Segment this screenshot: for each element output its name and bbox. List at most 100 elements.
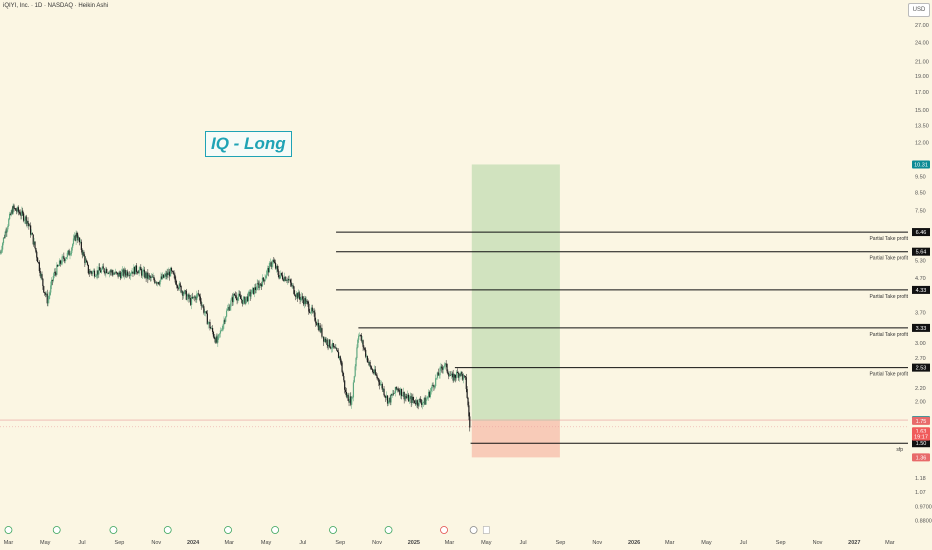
level-tag-5 [912, 439, 930, 448]
candle-body [452, 373, 454, 381]
y-tick-label: 3.70 [915, 311, 926, 317]
candle-body [373, 369, 376, 374]
earnings-marker-icon [384, 526, 393, 534]
candle-body [432, 384, 434, 386]
candle-body [241, 299, 243, 305]
candle-body [390, 394, 392, 403]
level-label-0: Partial Take profit [869, 236, 908, 242]
x-tick-label: 2024 [187, 540, 200, 546]
candle-body [162, 274, 165, 278]
candle-body [104, 271, 106, 274]
candle-body [465, 377, 467, 390]
candle-body [355, 357, 357, 367]
candle-body [75, 232, 77, 241]
price-tag-2 [912, 416, 930, 425]
candle-body [173, 273, 175, 275]
candle-body [439, 367, 441, 376]
y-tick-label: 2.20 [915, 386, 926, 392]
candle-body [419, 399, 421, 400]
candle-body [165, 273, 167, 277]
candle-body [367, 362, 369, 363]
x-tick-label: 2026 [628, 540, 640, 546]
candle-body [126, 271, 128, 276]
candle-body [131, 271, 133, 274]
candle-body [319, 325, 321, 332]
candle-body [190, 296, 193, 305]
candle-body [55, 272, 57, 275]
candle-body [5, 231, 7, 233]
candle-body [27, 220, 29, 224]
candle-body [434, 385, 436, 388]
candle-body [253, 287, 255, 295]
candle-body [64, 259, 66, 262]
candle-body [25, 216, 27, 224]
candle-body [3, 237, 5, 239]
candle-body [29, 225, 31, 227]
candle-body [47, 299, 49, 304]
candle-body [310, 307, 313, 313]
candle-body [283, 276, 285, 281]
candle-body [416, 400, 418, 405]
candle-body [280, 272, 282, 276]
candle-body [256, 283, 258, 290]
level-tag-3 [912, 323, 930, 332]
candle-body [344, 389, 347, 392]
candle-body [348, 400, 350, 403]
currency-button[interactable]: USD [908, 3, 930, 17]
candle-body [224, 320, 226, 322]
candle-body [260, 283, 262, 285]
candle-body [188, 294, 190, 300]
candle-body [448, 373, 450, 377]
candle-body [211, 328, 213, 329]
candle-body [118, 272, 120, 277]
candle-body [288, 279, 290, 280]
candle-body [306, 300, 308, 302]
candle-body [308, 303, 310, 312]
trade-label: IQ - Long [205, 131, 292, 157]
candle-body [10, 210, 12, 215]
candle-body [12, 205, 14, 214]
y-tick-label: 5.30 [915, 259, 926, 265]
candle-body [407, 394, 409, 399]
level-label-3: Partial Take profit [869, 332, 908, 338]
candle-body [346, 394, 348, 397]
candle-body [69, 254, 71, 256]
candle-body [235, 295, 237, 299]
candle-body [58, 260, 61, 266]
candle-body [91, 272, 93, 274]
level-tag-text-3: 3.33 [916, 326, 927, 332]
candle-body [180, 285, 182, 293]
candle-body [394, 386, 397, 393]
candle-body [325, 339, 327, 343]
candle-body [231, 297, 233, 301]
candle-body [22, 210, 24, 214]
candle-body [285, 280, 287, 281]
candle-body [336, 348, 338, 351]
candle-body [334, 346, 336, 349]
y-tick-label: 1.18 [915, 476, 926, 482]
candle-body [312, 311, 314, 312]
candle-body [30, 225, 32, 235]
candle-body [332, 343, 334, 347]
y-tick-label: 2.00 [915, 400, 926, 406]
candle-body [245, 299, 247, 304]
x-tick-label: May [481, 540, 492, 546]
candle-body [51, 279, 53, 286]
candle-body [272, 260, 274, 265]
candle-body [72, 238, 75, 245]
candle-body [462, 374, 464, 380]
candle-body [135, 265, 138, 272]
candle-body [335, 348, 337, 349]
candle-body [421, 402, 424, 405]
candle-body [246, 296, 248, 300]
candle-body [455, 377, 457, 379]
candle-body [295, 295, 297, 297]
level-tag-0 [912, 228, 930, 237]
candle-body [141, 270, 144, 276]
candle-body [331, 343, 334, 349]
candle-body [261, 277, 264, 287]
candle-body [403, 391, 405, 400]
candle-body [221, 329, 223, 331]
candle-body [143, 269, 145, 278]
